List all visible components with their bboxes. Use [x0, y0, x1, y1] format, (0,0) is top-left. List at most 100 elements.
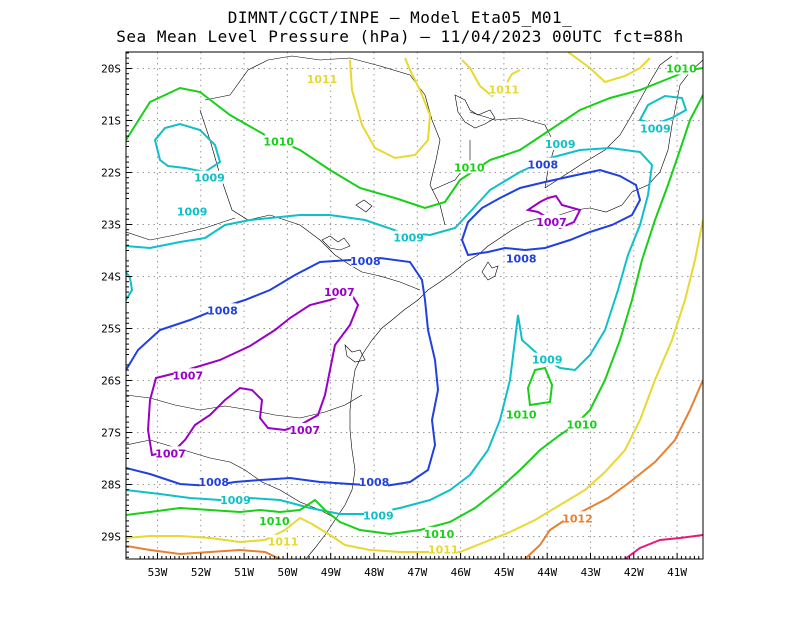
y-tick-label: 20S: [101, 63, 121, 76]
contour-label: 1008: [528, 159, 559, 172]
contour-label-bg: [546, 136, 575, 150]
x-tick-label: 43W: [581, 566, 601, 579]
contour-label-bg: [208, 303, 237, 317]
contour-label: 1009: [545, 138, 576, 151]
contour-label-bg: [360, 474, 388, 488]
contour-label: 1008: [359, 476, 390, 489]
contour-label-bg: [429, 542, 458, 556]
contour-label: 1012: [562, 512, 593, 525]
coast-detail: [321, 235, 351, 251]
state-border: [126, 394, 363, 419]
y-tick-label: 27S: [101, 427, 121, 440]
contour-label: 1009: [393, 232, 424, 245]
isobar-1011: [461, 59, 521, 98]
isobar-1008: [126, 256, 440, 488]
isobar-1013: [624, 534, 703, 559]
contour-label: 1008: [350, 255, 381, 268]
plot-frame: [125, 51, 704, 560]
isobar-1009: [153, 122, 222, 174]
contour-label-bg: [455, 160, 484, 174]
contour-label: 1009: [532, 354, 563, 367]
contour-label-bg: [424, 526, 453, 540]
contour-label-bg: [325, 285, 354, 299]
contour-label-bg: [507, 251, 536, 265]
contour-label: 1007: [155, 447, 186, 460]
contour-label: 1010: [454, 161, 485, 174]
contour-label-bg: [489, 82, 518, 96]
isobar-1008: [460, 168, 642, 257]
contour-label: 1007: [324, 286, 355, 299]
contour-label: 1007: [536, 216, 567, 229]
contour-label-bg: [563, 511, 592, 525]
x-tick-label: 46W: [451, 566, 471, 579]
contour-label-bg: [264, 134, 293, 148]
contour-label: 1011: [268, 536, 299, 549]
contour-label-bg: [667, 61, 696, 75]
contour-label-bg: [533, 352, 562, 366]
contour-labels: 1011 1011 1010 1009 1010 1009 1010 1009 1008 1009…: [155, 61, 697, 557]
contour-label: 1010: [263, 135, 294, 148]
coast-detail: [481, 261, 499, 281]
isobar-1007: [146, 290, 360, 457]
contour-label: 1009: [363, 510, 394, 523]
isobar-1012: [524, 379, 703, 559]
contour-label: 1011: [428, 544, 459, 557]
x-axis-ticks: 53W 52W 51W 50W 49W 48W 47W 46W 45W 44W 43W 42W 41W: [139, 553, 700, 579]
contour-label-bg: [641, 121, 670, 135]
x-tick-label: 41W: [667, 566, 687, 579]
state-border: [204, 55, 446, 226]
contour-label-bg: [528, 157, 557, 171]
y-tick-label: 23S: [101, 219, 121, 232]
x-tick-label: 47W: [407, 566, 427, 579]
contour-label-bg: [221, 493, 250, 507]
isobar-1011: [349, 57, 432, 160]
x-tick-label: 48W: [364, 566, 384, 579]
x-tick-label: 45W: [494, 566, 514, 579]
contour-label: 1007: [172, 369, 203, 382]
contour-label-bg: [260, 513, 289, 527]
contour-label: 1008: [207, 304, 238, 317]
contour-label-bg: [537, 214, 566, 228]
x-tick-label: 44W: [537, 566, 557, 579]
y-tick-label: 21S: [101, 115, 121, 128]
isobar-1009: [126, 271, 134, 301]
state-border: [126, 217, 236, 241]
isobar-1010: [126, 94, 703, 536]
contour-label: 1008: [506, 252, 537, 265]
isobar-1009: [126, 146, 654, 515]
contour-label-bg: [567, 417, 596, 431]
y-tick-label: 28S: [101, 479, 121, 492]
state-border: [126, 439, 336, 519]
contour-label: 1010: [506, 408, 537, 421]
contour-label: 1011: [489, 83, 520, 96]
contour-label-bg: [195, 170, 224, 184]
x-tick-label: 50W: [277, 566, 297, 579]
y-tick-label: 22S: [101, 167, 121, 180]
isobar-1012: [126, 545, 281, 559]
x-tick-label: 49W: [321, 566, 341, 579]
graticule: [126, 52, 703, 559]
isobar-1010: [126, 67, 703, 210]
x-tick-label: 53W: [148, 566, 168, 579]
contour-label: 1009: [220, 494, 251, 507]
contour-label-bg: [290, 422, 319, 436]
x-tick-label: 52W: [191, 566, 211, 579]
contour-label: 1009: [194, 172, 225, 185]
contour-label-bg: [507, 407, 536, 421]
y-tick-label: 24S: [101, 271, 121, 284]
contour-label-bg: [199, 474, 228, 488]
contour-label: 1008: [198, 476, 229, 489]
isobar-1011: [567, 52, 651, 84]
isobar-1009: [638, 94, 688, 126]
contour-label: 1010: [259, 515, 290, 528]
contour-label-bg: [394, 230, 423, 244]
contour-label-bg: [269, 534, 298, 548]
contour-label: 1011: [307, 73, 338, 86]
contour-label-bg: [351, 253, 380, 267]
y-tick-label: 29S: [101, 531, 121, 544]
map-subtitle: Sea Mean Level Pressure (hPa) – 11/04/20…: [116, 27, 684, 46]
contour-label: 1009: [177, 206, 208, 219]
contour-label-bg: [156, 446, 185, 460]
